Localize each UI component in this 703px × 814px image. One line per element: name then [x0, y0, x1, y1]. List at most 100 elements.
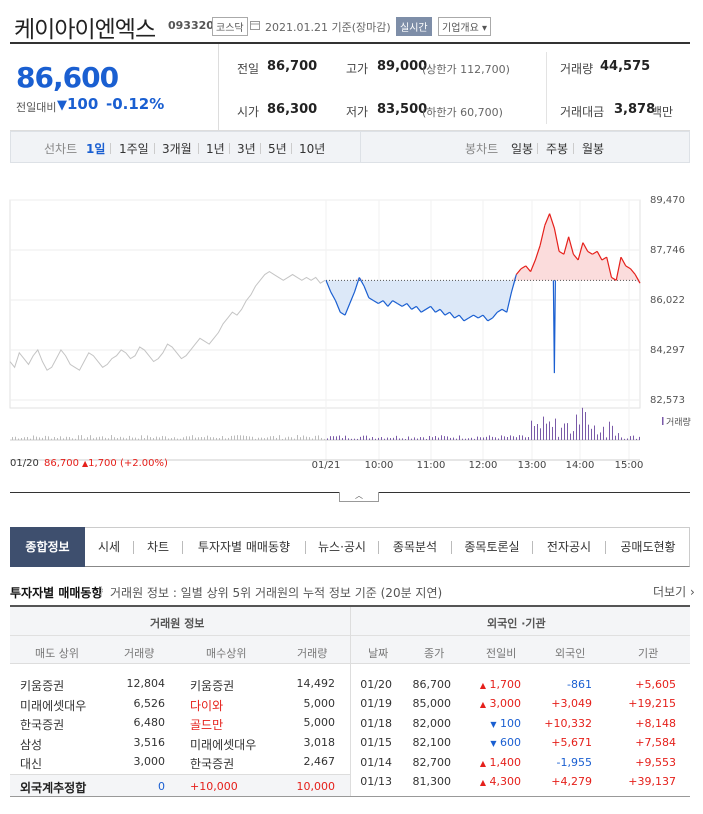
volume-bar — [282, 438, 283, 440]
inv-date: 01/15 — [360, 736, 392, 750]
table-bottom-line — [10, 796, 690, 797]
tab-overview[interactable]: 종합정보 — [10, 527, 85, 567]
inv-close: 82,100 — [412, 736, 452, 750]
candle-chart-label: 봉차트 — [465, 142, 499, 156]
inv-change: ▲ 1,700 — [470, 678, 521, 691]
volume-bar — [381, 437, 382, 440]
tab-analysis[interactable]: 종목분석 — [392, 540, 438, 554]
chevron-right-icon: › — [689, 585, 695, 599]
period-3y[interactable]: 3년 — [237, 142, 256, 156]
candle-daily[interactable]: 일봉 — [511, 142, 534, 156]
period-1y[interactable]: 1년 — [206, 142, 225, 156]
volume-bar — [162, 435, 163, 440]
broker-buy-volume: 5,000 — [303, 716, 336, 729]
period-10y[interactable]: 10년 — [299, 142, 326, 156]
volume-bar — [300, 437, 301, 440]
tab-discussion[interactable]: 종목토론실 — [464, 540, 520, 554]
y-tick-label: 89,470 — [650, 195, 685, 206]
tab-sep — [451, 541, 452, 554]
volume-bar — [12, 437, 13, 440]
period-3m[interactable]: 3개월 — [162, 142, 192, 156]
realtime-button[interactable]: 실시간 — [396, 17, 432, 36]
today-segment — [615, 257, 622, 281]
volume-bar — [93, 438, 94, 440]
candle-weekly[interactable]: 주봉 — [546, 142, 569, 156]
inv-change: ▼ 100 — [470, 717, 521, 730]
current-price: 86,600 — [16, 61, 119, 94]
today-segment — [625, 265, 631, 270]
amount-unit: 백만 — [651, 105, 674, 119]
tab-disclosure[interactable]: 전자공시 — [546, 540, 592, 554]
volume-bar — [294, 438, 295, 440]
period-1w[interactable]: 1주일 — [119, 142, 149, 156]
volume-bar — [510, 435, 511, 440]
tab-investor-trend[interactable]: 투자자별 매매동향 — [197, 540, 291, 554]
today-segment — [325, 280, 332, 293]
volume-bar — [216, 437, 217, 440]
tab-quote[interactable]: 시세 — [97, 540, 121, 554]
volume-bar — [609, 421, 610, 440]
volume-bar — [606, 437, 607, 440]
today-segment — [415, 306, 422, 313]
today-segment — [444, 311, 451, 316]
market-badge: 코스닥 — [212, 17, 248, 36]
price-chart[interactable]: 89,470 87,746 86,022 84,297 82,573 거래량 01/21… — [0, 170, 703, 480]
inv-foreign: +10,332 — [544, 716, 592, 730]
tab-sep — [378, 541, 379, 554]
volume-bar — [186, 436, 187, 440]
volume-bar — [639, 436, 640, 440]
volume-bar — [48, 436, 49, 440]
volume-bar — [243, 435, 244, 440]
volume-bar — [399, 438, 400, 440]
volume-bar — [486, 436, 487, 440]
volume-bar — [354, 438, 355, 440]
today-segment — [501, 308, 508, 313]
table-header-divider — [351, 635, 690, 636]
volume-bar — [264, 438, 265, 440]
volume-bar — [291, 437, 292, 440]
period-bar — [10, 131, 690, 163]
volume-bar — [144, 438, 145, 440]
volume-bar — [168, 438, 169, 440]
volume-bar — [108, 438, 109, 440]
volume-bar — [321, 437, 322, 440]
company-overview-button[interactable]: 기업개요 ▾ — [438, 17, 492, 36]
broker-buy-name: 다이와 — [190, 698, 224, 713]
foreign-sum-row — [10, 774, 350, 796]
volume-label: 거래량 — [560, 62, 594, 76]
broker-buy-name: 한국증권 — [190, 757, 235, 771]
inv-change: ▲ 3,000 — [470, 697, 521, 710]
volume-bar — [279, 435, 280, 440]
volume-bar — [99, 436, 100, 440]
today-segment — [620, 256, 627, 267]
candle-monthly[interactable]: 월봉 — [582, 142, 605, 156]
amount-label: 거래대금 — [560, 105, 605, 119]
period-1d[interactable]: 1일 — [86, 142, 106, 156]
inv-inst: +9,553 — [635, 755, 676, 769]
volume-bar — [549, 421, 550, 440]
inv-date: 01/20 — [360, 678, 392, 691]
today-segment — [477, 314, 484, 319]
y-tick-label: 84,297 — [650, 345, 685, 356]
tab-chart[interactable]: 차트 — [146, 540, 170, 554]
volume-bar — [435, 436, 436, 440]
inv-date: 01/14 — [360, 755, 392, 769]
volume-bar — [447, 436, 448, 440]
today-segment — [487, 317, 493, 322]
volume-bar — [513, 436, 514, 440]
volume-bar — [366, 435, 367, 440]
period-5y[interactable]: 5년 — [268, 142, 287, 156]
x-tick-label: 13:00 — [518, 460, 547, 471]
below-ref-area — [326, 280, 640, 321]
tab-news[interactable]: 뉴스·공시 — [318, 540, 366, 554]
volume-bar — [330, 436, 331, 440]
amount-value: 3,878 — [614, 102, 656, 117]
tab-short-selling[interactable]: 공매도현황 — [620, 540, 676, 554]
volume-bar — [153, 438, 154, 440]
chart-gridlines — [10, 199, 640, 460]
today-segment — [458, 314, 465, 322]
broker-sell-name: 삼성 — [20, 737, 43, 752]
chevron-up-icon[interactable]: ︿ — [339, 492, 379, 502]
more-link[interactable]: 더보기 › — [653, 583, 695, 600]
prev-day-change-value: 1,700 — [88, 458, 117, 469]
